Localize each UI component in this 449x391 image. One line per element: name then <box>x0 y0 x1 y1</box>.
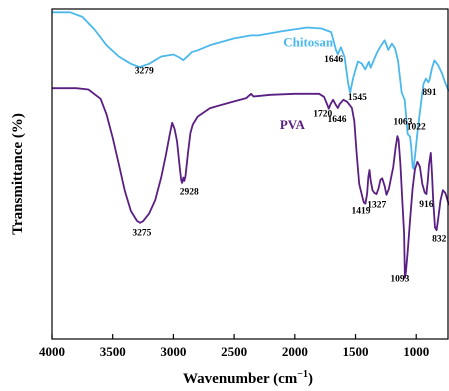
peak-label: 1327 <box>367 201 386 211</box>
peak-label: 1063 <box>393 118 412 128</box>
x-tick-label: 2000 <box>282 344 308 359</box>
series-line-chitosan <box>52 11 449 170</box>
series-label-chitosan: Chitosan <box>283 35 334 50</box>
x-axis-title-close: ) <box>308 371 313 387</box>
series-line-pva <box>52 87 449 279</box>
x-tick-label: 2500 <box>221 344 247 359</box>
x-axis-title-main: Wavenumber (cm <box>183 371 298 387</box>
x-axis-title: Wavenumber (cm−1) <box>183 369 313 387</box>
peak-label: 1022 <box>407 122 426 132</box>
series-label-pva: PVA <box>280 117 306 132</box>
x-tick-label: 4000 <box>39 344 65 359</box>
x-tick-label: 3000 <box>160 344 186 359</box>
peak-label: 1093 <box>390 274 409 284</box>
x-tick-label: 1000 <box>403 344 429 359</box>
peak-label: 832 <box>432 235 447 245</box>
x-tick-label: 3500 <box>100 344 126 359</box>
plot-frame <box>51 8 449 340</box>
peak-label: 3275 <box>132 229 151 239</box>
peak-label: 1545 <box>348 93 367 103</box>
plot-area <box>52 11 449 279</box>
x-axis-title-superscript: −1 <box>297 369 308 380</box>
peak-label: 2928 <box>180 187 199 197</box>
peak-label: 1419 <box>351 207 370 217</box>
peak-label: 1646 <box>327 115 346 125</box>
peak-label: 1646 <box>324 55 343 65</box>
peak-label: 891 <box>422 88 437 98</box>
y-axis-title: Transmittance (%) <box>10 113 26 235</box>
peak-label: 3279 <box>135 66 154 76</box>
x-tick-label: 1500 <box>343 344 369 359</box>
peak-label: 916 <box>419 200 434 210</box>
axes: 4000 3500 3000 2500 2000 1500 1000 <box>39 8 449 359</box>
peak-label: 1720 <box>313 109 332 119</box>
